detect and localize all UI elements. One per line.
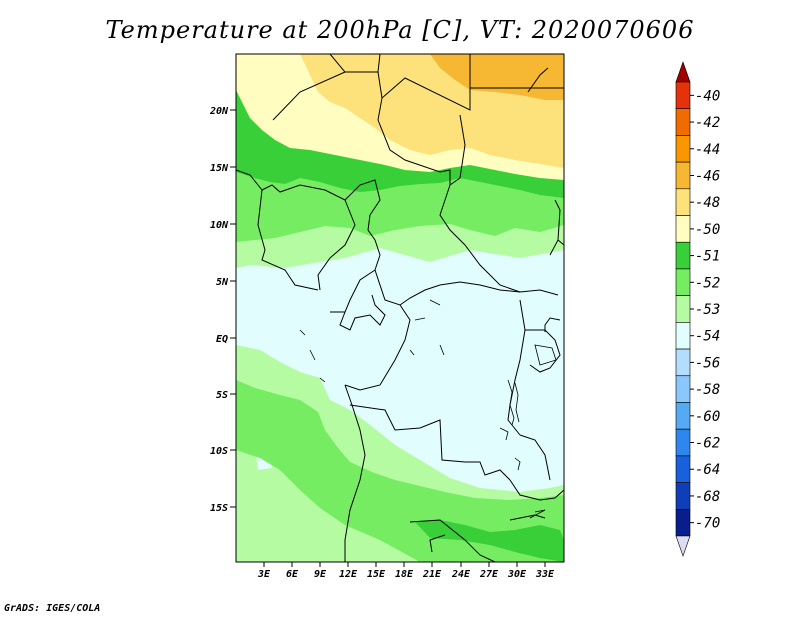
- longitude-axis: 3E 6E 9E 12E 15E 18E 21E 24E 27E 30E 33E: [257, 562, 555, 580]
- colorbar-label: -46: [695, 168, 720, 184]
- field-band-52-south: [236, 380, 564, 562]
- colorbar-swatch: [675, 241, 691, 270]
- colorbar-label: -68: [695, 489, 720, 505]
- lat-label-10n: 10N: [210, 220, 229, 231]
- colorbar-swatch: [675, 322, 691, 350]
- field-band-51-south: [415, 520, 564, 562]
- lon-label-27e: 27E: [479, 569, 499, 580]
- colorbar-swatch: [675, 428, 691, 457]
- lat-label-5n: 5N: [216, 277, 229, 288]
- lon-label-9e: 9E: [314, 569, 327, 580]
- colorbar: -40 -42 -44 -46 -48 -50 -51 -52 -53 -54 -56 -58 -60 -…: [675, 61, 720, 557]
- country-borders: [236, 54, 564, 562]
- lat-label-15n: 15N: [210, 163, 229, 174]
- lon-label-12e: 12E: [339, 569, 358, 580]
- lon-label-21e: 21E: [422, 569, 442, 580]
- lat-label-15s: 15S: [210, 503, 228, 514]
- lon-label-3e: 3E: [257, 569, 271, 580]
- colorbar-top-arrow: [675, 61, 691, 83]
- colorbar-swatch: [675, 455, 691, 483]
- colorbar-label: -44: [695, 142, 720, 158]
- colorbar-swatch: [675, 295, 691, 323]
- colorbar-label: -51: [695, 249, 720, 265]
- lat-label-20n: 20N: [209, 106, 229, 117]
- colorbar-label: -62: [695, 436, 720, 452]
- colorbar-labels: -40 -42 -44 -46 -48 -50 -51 -52 -53 -54 -56 -58 -60 -…: [690, 88, 720, 532]
- lon-label-30e: 30E: [507, 569, 527, 580]
- latitude-axis: 20N 15N 10N 5N EQ 5S 10S 15S: [209, 106, 236, 514]
- colorbar-swatch: [675, 135, 691, 163]
- colorbar-label: -60: [695, 409, 720, 425]
- lat-label-5s: 5S: [216, 390, 228, 401]
- colorbar-swatch: [675, 108, 691, 136]
- colorbar-swatch: [675, 161, 691, 190]
- colorbar-swatch: [675, 268, 691, 296]
- lon-label-18e: 18E: [395, 569, 414, 580]
- colorbar-swatch: [675, 348, 691, 377]
- colorbar-label: -64: [695, 462, 720, 478]
- colorbar-label: -58: [695, 382, 720, 398]
- colorbar-swatches: [675, 61, 691, 557]
- colorbar-bottom-arrow: [675, 535, 691, 557]
- colorbar-swatch: [675, 81, 691, 110]
- colorbar-label: -52: [695, 275, 720, 291]
- lakes-and-rivers: [299, 299, 557, 519]
- colorbar-swatch: [675, 508, 691, 537]
- colorbar-label: -53: [695, 302, 720, 318]
- colorbar-swatch: [675, 402, 691, 430]
- colorbar-label: -50: [695, 222, 720, 238]
- lon-label-15e: 15E: [367, 569, 386, 580]
- colorbar-label: -48: [695, 195, 720, 211]
- colorbar-label: -54: [695, 329, 720, 345]
- colorbar-label: -42: [695, 115, 720, 131]
- lat-label-eq: EQ: [216, 334, 228, 345]
- map-frame: [235, 53, 565, 563]
- grads-credit: GrADS: IGES/COLA: [4, 603, 101, 614]
- lon-label-6e: 6E: [286, 569, 299, 580]
- colorbar-swatch: [675, 215, 691, 243]
- temperature-field: [236, 54, 564, 562]
- colorbar-label: -56: [695, 355, 720, 371]
- colorbar-swatch: [675, 188, 691, 216]
- colorbar-label: -40: [695, 88, 720, 104]
- colorbar-label: -70: [695, 516, 720, 532]
- chart-title: Temperature at 200hPa [C], VT: 202007060…: [105, 16, 695, 44]
- colorbar-swatch: [675, 375, 691, 403]
- lon-label-33e: 33E: [535, 569, 555, 580]
- colorbar-swatch: [675, 482, 691, 510]
- lat-label-10s: 10S: [210, 446, 228, 457]
- lon-label-24e: 24E: [451, 569, 471, 580]
